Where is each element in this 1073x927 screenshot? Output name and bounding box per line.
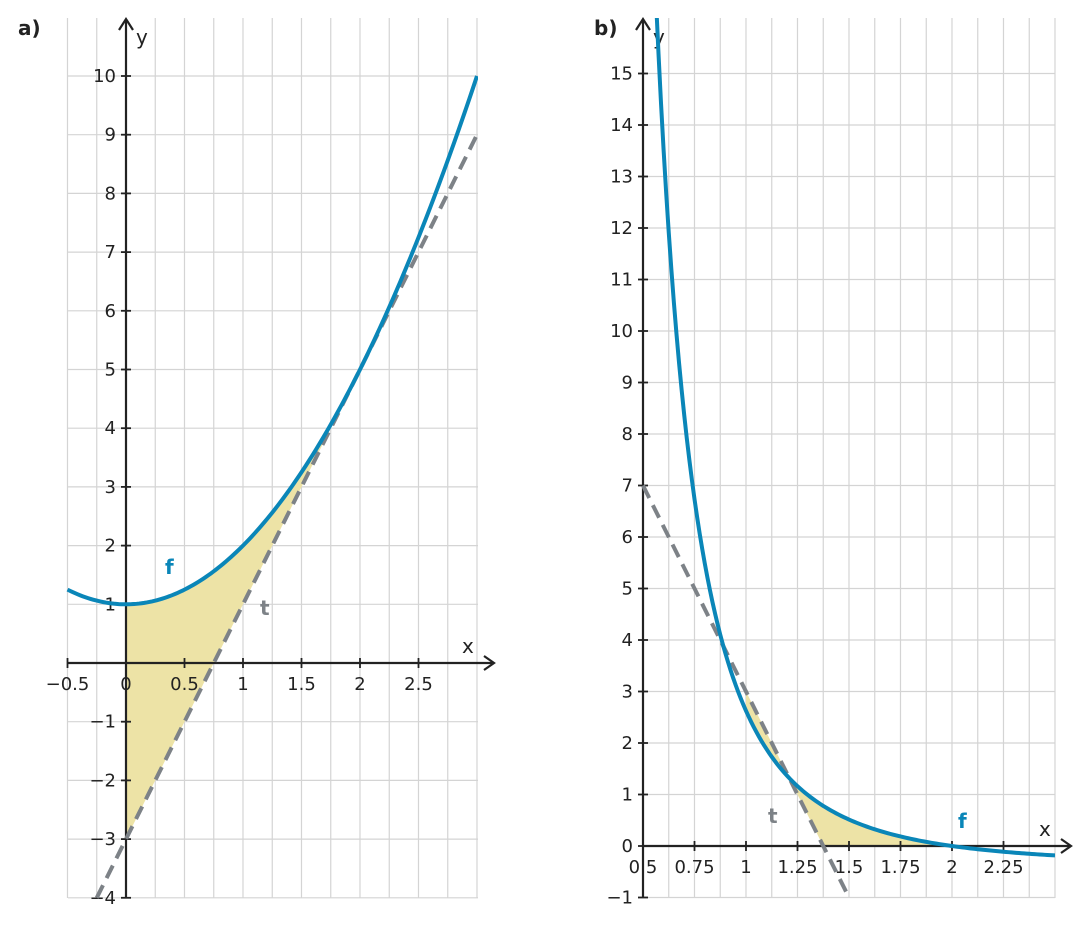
series-t-label: t [768,804,778,828]
x-axis-arrow [1060,838,1073,854]
chart-panel-b: 0.5 0.75 1 1.25 1.5 1.75 2 2.25−101234567891011… [594,16,1073,909]
x-tick-label: 0.75 [674,857,714,878]
x-axis-arrow [483,655,496,671]
y-tick-label: 12 [610,218,633,239]
x-axis-label: x [462,634,474,658]
x-tick-label: 1.75 [880,857,920,878]
shaded-area [126,369,360,840]
x-tick-label: 2.5 [404,674,433,695]
y-tick-label: 14 [610,115,633,136]
y-tick-label: 8 [105,183,116,204]
x-tick-label: 1 [740,857,751,878]
x-tick-label: 0 [120,674,131,695]
series-f-label: f [165,555,174,579]
y-tick-label: 6 [105,301,116,322]
y-axis-arrow [635,16,651,31]
y-tick-label: −1 [89,712,116,733]
x-tick-label: 1 [237,674,248,695]
y-tick-label: 4 [622,630,633,651]
x-tick-label: 1.5 [287,674,316,695]
y-tick-label: 15 [610,64,633,85]
x-tick-label: 1.25 [777,857,817,878]
series-t-line [641,484,851,899]
y-tick-label: 1 [622,785,633,806]
y-tick-label: 4 [105,418,116,439]
y-tick-label: 9 [622,373,633,394]
y-tick-label: 3 [622,682,633,703]
y-tick-label: 2 [622,733,633,754]
y-tick-label: −1 [606,888,633,909]
series-f-line [654,18,1055,858]
x-tick-label: 2.25 [983,857,1023,878]
y-axis-label: y [136,25,148,49]
panel-label: a) [18,16,41,40]
series-f-label: f [958,809,967,833]
x-tick-label: 0.5 [170,674,199,695]
series-f-line [66,75,478,607]
y-tick-label: 2 [105,536,116,557]
y-tick-label: −2 [89,770,116,791]
y-tick-label: 0 [622,836,633,857]
y-tick-label: 13 [610,167,633,188]
series-t-line [94,133,478,899]
grid [66,18,478,899]
y-tick-label: 3 [105,477,116,498]
y-tick-label: 11 [610,270,633,291]
y-tick-label: 5 [105,360,116,381]
y-axis-arrow [118,16,134,31]
y-tick-label: 5 [622,579,633,600]
grid [642,18,1056,899]
axes: 0.5 0.75 1 1.25 1.5 1.75 2 2.25−101234567891011… [606,16,1073,909]
y-tick-label: −3 [89,829,116,850]
x-tick-label: −0.5 [46,674,90,695]
series-t-label: t [260,596,270,620]
x-tick-label: 2 [946,857,957,878]
y-tick-label: 7 [105,242,116,263]
x-tick-label: 0.5 [629,857,658,878]
panel-label: b) [594,16,617,40]
y-tick-label: −4 [89,888,116,909]
x-tick-label: 1.5 [835,857,864,878]
x-axis-label: x [1039,817,1051,841]
x-tick-label: 2 [354,674,365,695]
y-tick-label: 10 [93,66,116,87]
y-tick-label: 6 [622,527,633,548]
y-tick-label: 10 [610,321,633,342]
y-tick-label: 7 [622,476,633,497]
y-tick-label: 8 [622,424,633,445]
chart-panel-a: −0.5 0 0.5 1 1.5 2 2.5−4−3−2−112345678910xyfta… [18,16,496,909]
y-tick-label: 9 [105,125,116,146]
